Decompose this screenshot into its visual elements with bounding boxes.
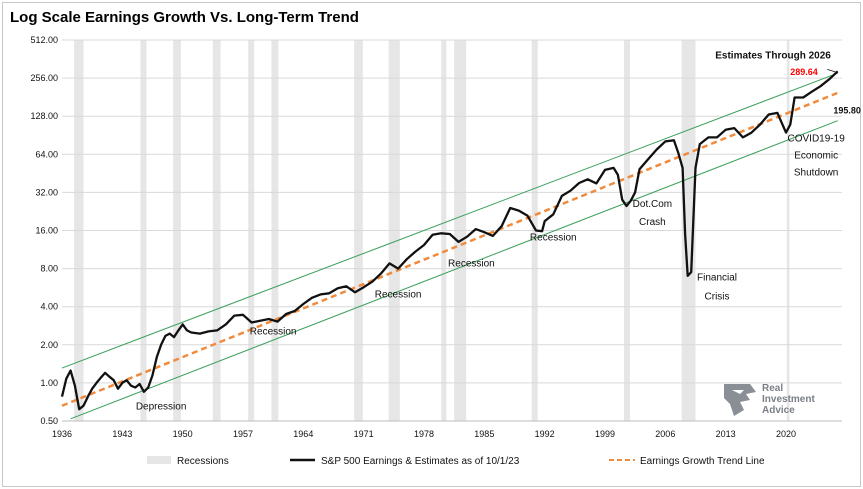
y-tick-label: 0.50 bbox=[40, 416, 58, 426]
y-tick-label: 512.00 bbox=[30, 35, 58, 45]
eagle-head-icon bbox=[724, 384, 756, 416]
earnings-line bbox=[60, 70, 839, 411]
y-tick-label: 1.00 bbox=[40, 378, 58, 388]
legend-earnings-label: S&P 500 Earnings & Estimates as of 10/1/… bbox=[321, 456, 520, 467]
data-label: 195.80 bbox=[833, 105, 861, 115]
x-tick-label: 2020 bbox=[776, 429, 796, 439]
annotation-label: Estimates Through 2026 bbox=[715, 51, 831, 62]
annotation-label: Economic bbox=[794, 150, 838, 161]
y-axis-ticks: 0.50 1.00 2.00 4.00 8.00 16.00 32.00 64.00 128.0… bbox=[30, 35, 58, 426]
annotation-label: Crash bbox=[639, 217, 666, 228]
annotation-label: Recession bbox=[530, 232, 577, 243]
grid-layer bbox=[62, 39, 842, 422]
x-tick-label: 1978 bbox=[414, 429, 434, 439]
legend: Recessions S&P 500 Earnings & Estimates … bbox=[147, 456, 765, 467]
legend-recessions-swatch bbox=[147, 456, 171, 464]
y-tick-label: 256.00 bbox=[30, 73, 58, 83]
annotation-label: Crisis bbox=[705, 292, 730, 303]
y-tick-label: 4.00 bbox=[40, 302, 58, 312]
annotation-label: Depression bbox=[136, 402, 187, 413]
channel-lower-line bbox=[70, 120, 838, 420]
annotation-label: Dot.Com bbox=[633, 199, 672, 210]
x-tick-label: 2006 bbox=[655, 429, 675, 439]
y-tick-label: 2.00 bbox=[40, 340, 58, 350]
earnings-series-layer bbox=[60, 70, 839, 411]
x-tick-label: 1950 bbox=[173, 429, 193, 439]
y-tick-label: 64.00 bbox=[35, 149, 58, 159]
x-tick-label: 1957 bbox=[233, 429, 253, 439]
annotation-label: Shutdown bbox=[794, 167, 838, 178]
endpoint-pointer bbox=[827, 69, 837, 73]
annotation-label: Recession bbox=[448, 259, 495, 270]
x-tick-label: 1992 bbox=[535, 429, 555, 439]
x-axis-ticks: 1936 1943 1950 1957 1964 1971 1978 1985 1992 1999… bbox=[52, 429, 796, 439]
x-tick-label: 2013 bbox=[716, 429, 736, 439]
y-tick-label: 16.00 bbox=[35, 226, 58, 236]
x-tick-label: 1943 bbox=[112, 429, 132, 439]
x-tick-label: 1971 bbox=[354, 429, 374, 439]
x-tick-label: 1999 bbox=[595, 429, 615, 439]
data-label: 289.64 bbox=[790, 67, 818, 77]
chart-title: Log Scale Earnings Growth Vs. Long-Term … bbox=[10, 9, 359, 26]
annotation-label: Financial bbox=[697, 273, 737, 284]
y-tick-label: 128.00 bbox=[30, 111, 58, 121]
y-tick-label: 32.00 bbox=[35, 187, 58, 197]
x-tick-label: 1964 bbox=[293, 429, 313, 439]
x-tick-label: 1985 bbox=[474, 429, 494, 439]
logo-line-3: Advice bbox=[762, 405, 795, 416]
y-tick-label: 8.00 bbox=[40, 264, 58, 274]
logo: Real Investment Advice bbox=[718, 380, 838, 420]
logo-line-2: Investment bbox=[762, 394, 815, 405]
trend-channel bbox=[61, 72, 838, 420]
annotation-label: Recession bbox=[250, 326, 297, 337]
annotations-layer: Depression Recession Recession Recession Rec… bbox=[136, 51, 861, 413]
channel-upper-line bbox=[61, 72, 838, 369]
x-tick-label: 1936 bbox=[52, 429, 72, 439]
annotation-label: Recession bbox=[375, 289, 422, 300]
logo-line-1: Real bbox=[762, 383, 784, 394]
legend-trend-label: Earnings Growth Trend Line bbox=[640, 456, 765, 467]
annotation-label: COVID19-19 bbox=[788, 133, 846, 144]
legend-recessions-label: Recessions bbox=[177, 456, 229, 467]
